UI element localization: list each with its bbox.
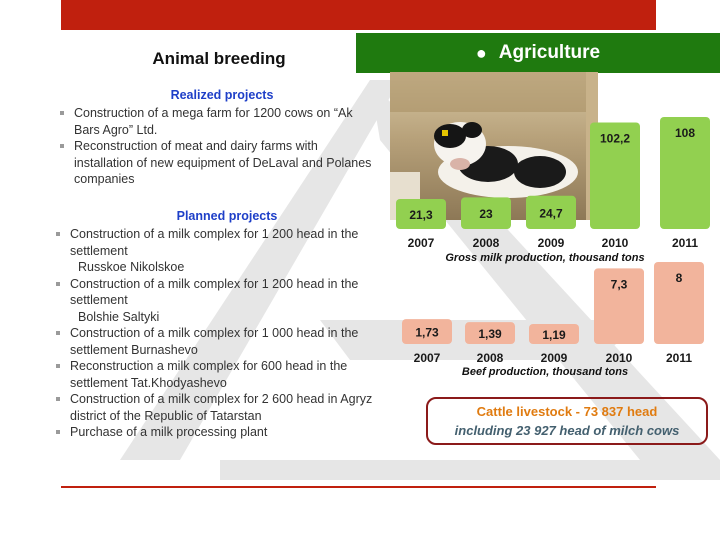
bar-group: 24,7 2009 [526, 195, 576, 250]
banner-title: Agriculture [498, 42, 601, 63]
planned-project-item: Reconstruction a milk complex for 600 he… [53, 358, 387, 391]
year-tick-label: 2008 [473, 236, 500, 250]
bar-value-label: 21,3 [409, 208, 433, 222]
planned-project-item: Purchase of a milk processing plant [53, 424, 387, 441]
planned-project-text: Construction of a milk complex for 1 200… [70, 276, 359, 308]
bar [526, 195, 576, 229]
bar-group: 108 2011 [660, 117, 710, 250]
beef-chart-svg: 1,73 2007 1,39 2008 1,19 2009 7,3 2010 8 2011 [402, 262, 704, 365]
year-tick-label: 2008 [477, 351, 504, 365]
year-tick-label: 2011 [666, 351, 692, 365]
settlement-name: Russkoe Nikolskoe [78, 260, 185, 274]
realized-projects-list: Construction of a mega farm for 1200 cow… [57, 105, 375, 188]
agriculture-banner: ● Agriculture [356, 33, 720, 73]
bottom-divider [61, 486, 656, 488]
realized-project-item: Reconstruction of meat and dairy farms w… [57, 138, 375, 188]
year-tick-label: 2010 [602, 236, 629, 250]
bar-group: 8 2011 [654, 262, 704, 365]
bullet-icon: ● [475, 42, 487, 63]
milch-cows-count: including 23 927 head of milch cows [454, 423, 680, 438]
year-tick-label: 2010 [606, 351, 633, 365]
section-title: Animal breeding [152, 49, 286, 68]
top-accent-bar [61, 0, 656, 30]
bar [396, 199, 446, 229]
bar [465, 322, 515, 344]
planned-project-item: Construction of a milk complex for 1 200… [53, 276, 387, 326]
bar-group: 1,39 2008 [465, 322, 515, 365]
cattle-livestock-box: Cattle livestock - 73 837 head including… [426, 397, 708, 445]
cattle-livestock-total: Cattle livestock - 73 837 head [476, 404, 658, 419]
bar-group: 1,19 2009 [529, 324, 579, 365]
beef-chart-title: Beef production, thousand tons [461, 366, 629, 378]
bar-group: 1,73 2007 [402, 319, 452, 365]
year-tick-label: 2007 [414, 351, 441, 365]
bar [461, 197, 511, 229]
calf-photo [390, 72, 598, 220]
milk-chart-title: Gross milk production, thousand tons [445, 252, 645, 264]
bar-group: 102,2 2010 [590, 122, 640, 250]
bar-value-label: 102,2 [600, 131, 630, 145]
bar-value-label: 8 [676, 271, 683, 285]
year-tick-label: 2009 [541, 351, 568, 365]
planned-project-item: Construction of a milk complex for 1 200… [53, 226, 387, 276]
bar-group: 7,3 2010 [594, 268, 644, 365]
bar-value-label: 1,73 [415, 326, 439, 340]
bar-value-label: 24,7 [539, 206, 563, 220]
bar-value-label: 23 [479, 207, 493, 221]
bar-group: 21,3 2007 [396, 199, 446, 250]
bar-group: 23 2008 [461, 197, 511, 250]
bar [594, 268, 644, 344]
bar [402, 319, 452, 344]
bar [590, 122, 640, 229]
bar [654, 262, 704, 344]
bar-value-label: 1,39 [478, 327, 502, 341]
bar [529, 324, 579, 344]
bar [660, 117, 710, 229]
planned-project-item: Construction of a milk complex for 1 000… [53, 325, 387, 358]
beef-production-chart: 1,73 2007 1,39 2008 1,19 2009 7,3 2010 8 2011 Bee… [390, 255, 720, 385]
milk-production-chart: 21,3 2007 23 2008 24,7 2009 102,2 2010 108 2011 G… [390, 110, 720, 270]
realized-project-item: Construction of a mega farm for 1200 cow… [57, 105, 375, 138]
bar-value-label: 1,19 [542, 328, 566, 342]
year-tick-label: 2007 [408, 236, 435, 250]
milk-chart-svg: 21,3 2007 23 2008 24,7 2009 102,2 2010 108 2011 [396, 117, 710, 250]
bar-value-label: 7,3 [611, 277, 628, 291]
year-tick-label: 2011 [672, 236, 698, 250]
planned-projects-title: Planned projects [176, 209, 278, 223]
settlement-name: Bolshie Saltyki [78, 309, 160, 324]
planned-project-text: Construction of a milk complex for 1 200… [70, 227, 359, 258]
realized-projects-title: Realized projects [170, 88, 274, 102]
planned-projects-list: Construction of a milk complex for 1 200… [53, 226, 387, 441]
year-tick-label: 2009 [538, 236, 565, 250]
planned-project-item: Construction of a milk complex for 2 600… [53, 391, 387, 424]
bar-value-label: 108 [675, 126, 695, 140]
